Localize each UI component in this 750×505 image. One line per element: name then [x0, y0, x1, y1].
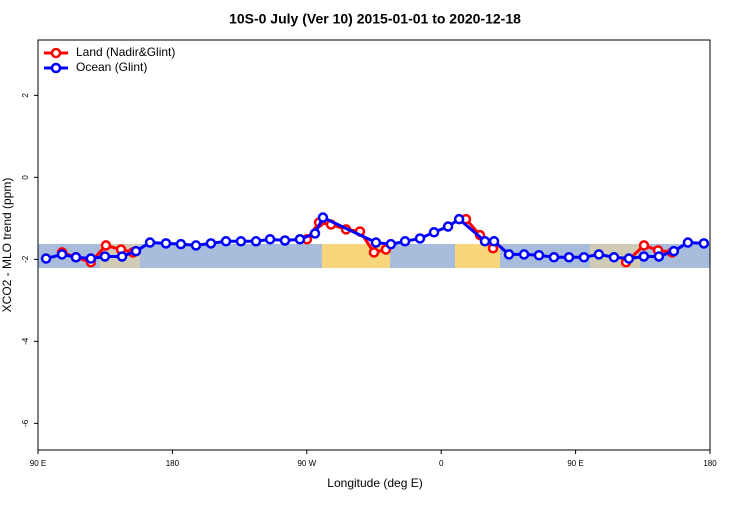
data-point	[548, 252, 560, 263]
x-axis-label: Longitude (deg E)	[327, 476, 422, 490]
data-point	[250, 236, 262, 247]
data-point	[638, 251, 650, 262]
data-point	[638, 240, 650, 251]
data-point	[309, 228, 321, 239]
data-point	[220, 236, 232, 247]
legend-label: Ocean (Glint)	[76, 60, 147, 74]
data-point	[608, 252, 620, 263]
data-point	[682, 237, 694, 248]
y-tick-label: 0	[21, 175, 30, 180]
chart-title: 10S-0 July (Ver 10) 2015-01-01 to 2020-1…	[229, 11, 521, 27]
y-tick-label: 2	[21, 93, 30, 98]
data-point	[100, 240, 112, 251]
data-point	[317, 212, 329, 223]
data-point	[442, 221, 454, 232]
data-point	[370, 237, 382, 248]
x-tick-label: 90 E	[567, 459, 583, 468]
land-patch	[322, 244, 390, 268]
data-point	[623, 253, 635, 264]
y-tick-label: -6	[21, 419, 30, 427]
data-point	[399, 236, 411, 247]
data-point	[99, 251, 111, 262]
data-point	[385, 238, 397, 250]
data-point	[533, 250, 545, 261]
data-point	[264, 234, 276, 245]
data-point	[190, 240, 202, 251]
data-point	[175, 238, 187, 250]
data-point	[85, 253, 97, 264]
x-tick-label: 90 E	[30, 459, 46, 468]
y-tick-label: -4	[21, 337, 30, 345]
data-point	[518, 249, 530, 260]
legend-label: Land (Nadir&Glint)	[76, 45, 175, 59]
x-tick-label: 0	[439, 459, 444, 468]
data-point	[668, 245, 680, 257]
data-point	[235, 236, 247, 247]
data-point	[144, 237, 156, 248]
y-axis-label: XCO2 - MLO trend (ppm)	[0, 178, 14, 313]
data-point	[160, 238, 172, 249]
data-point	[294, 234, 306, 245]
data-point	[563, 252, 575, 263]
data-point	[698, 238, 710, 249]
data-point	[56, 249, 68, 260]
plot-frame	[37, 39, 711, 451]
data-point	[503, 249, 515, 260]
data-point	[368, 247, 380, 258]
data-point	[205, 238, 217, 249]
y-tick-label: -2	[21, 255, 30, 263]
data-point	[488, 236, 500, 247]
data-point	[414, 233, 426, 244]
data-point	[428, 227, 440, 238]
x-tick-label: 180	[166, 459, 180, 468]
legend-marker	[50, 47, 62, 59]
legend-marker	[50, 62, 62, 74]
data-point	[116, 251, 128, 262]
data-point	[453, 213, 465, 225]
data-point	[40, 253, 52, 264]
data-point	[653, 251, 665, 262]
x-tick-label: 180	[703, 459, 717, 468]
data-point	[70, 252, 82, 263]
data-point	[479, 236, 491, 247]
data-point	[279, 235, 291, 246]
data-point	[578, 252, 590, 263]
data-point	[593, 249, 605, 260]
data-point	[130, 245, 142, 257]
x-tick-label: 90 W	[297, 459, 316, 468]
